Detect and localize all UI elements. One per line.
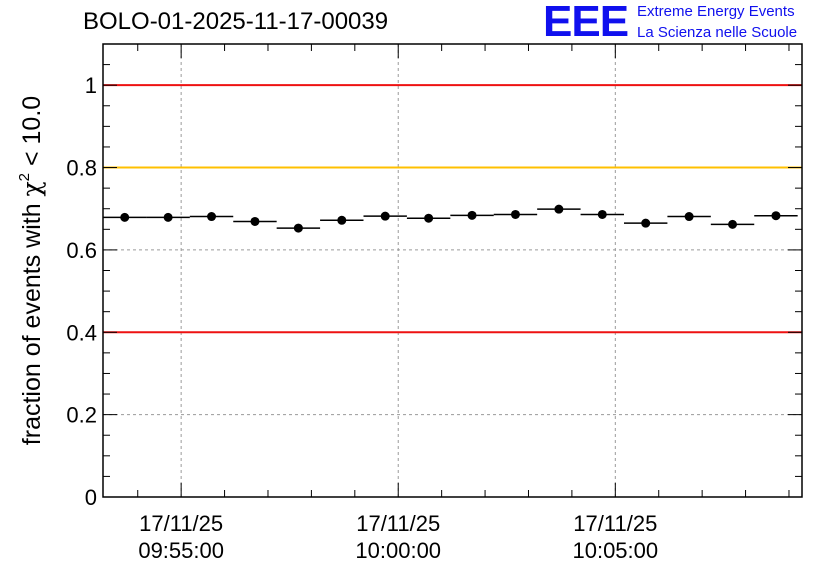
plot-frame (102, 43, 803, 498)
x-tick-label-date: 17/11/25 (573, 511, 657, 536)
y-tick-label: 0.8 (66, 156, 97, 181)
data-point (250, 216, 260, 226)
data-point (207, 212, 217, 222)
logo-subtitle-2: La Scienza nelle Scuole (637, 24, 798, 41)
data-point (380, 211, 390, 221)
y-tick-label: 0.6 (66, 238, 97, 263)
x-tick-label-time: 09:55:00 (138, 538, 224, 563)
data-point (597, 209, 607, 219)
y-tick-label: 0.2 (66, 403, 97, 428)
data-point (728, 219, 738, 229)
x-tick-label-time: 10:05:00 (572, 538, 658, 563)
x-tick-label-date: 17/11/25 (356, 511, 440, 536)
data-point (293, 223, 303, 233)
y-axis-label: fraction of events with χ2 < 10.0 (16, 96, 46, 445)
logo-subtitle-1: Extreme Energy Events (637, 3, 795, 20)
run-title: BOLO-01-2025-11-17-00039 (83, 8, 389, 35)
data-point (510, 209, 520, 219)
x-tick-label-date: 17/11/25 (139, 511, 223, 536)
data-point (163, 212, 173, 222)
data-point (424, 213, 434, 223)
data-point (120, 212, 130, 222)
y-tick-label: 1 (85, 73, 97, 98)
x-tick-label-time: 10:00:00 (355, 538, 441, 563)
data-point (641, 218, 651, 228)
data-point (337, 215, 347, 225)
y-tick-label: 0 (85, 485, 97, 510)
eee-logo-mark: EEE (543, 0, 629, 46)
data-point (684, 212, 694, 222)
data-point (554, 204, 564, 214)
data-point (467, 210, 477, 220)
y-tick-label: 0.4 (66, 320, 97, 345)
data-point (771, 211, 781, 221)
